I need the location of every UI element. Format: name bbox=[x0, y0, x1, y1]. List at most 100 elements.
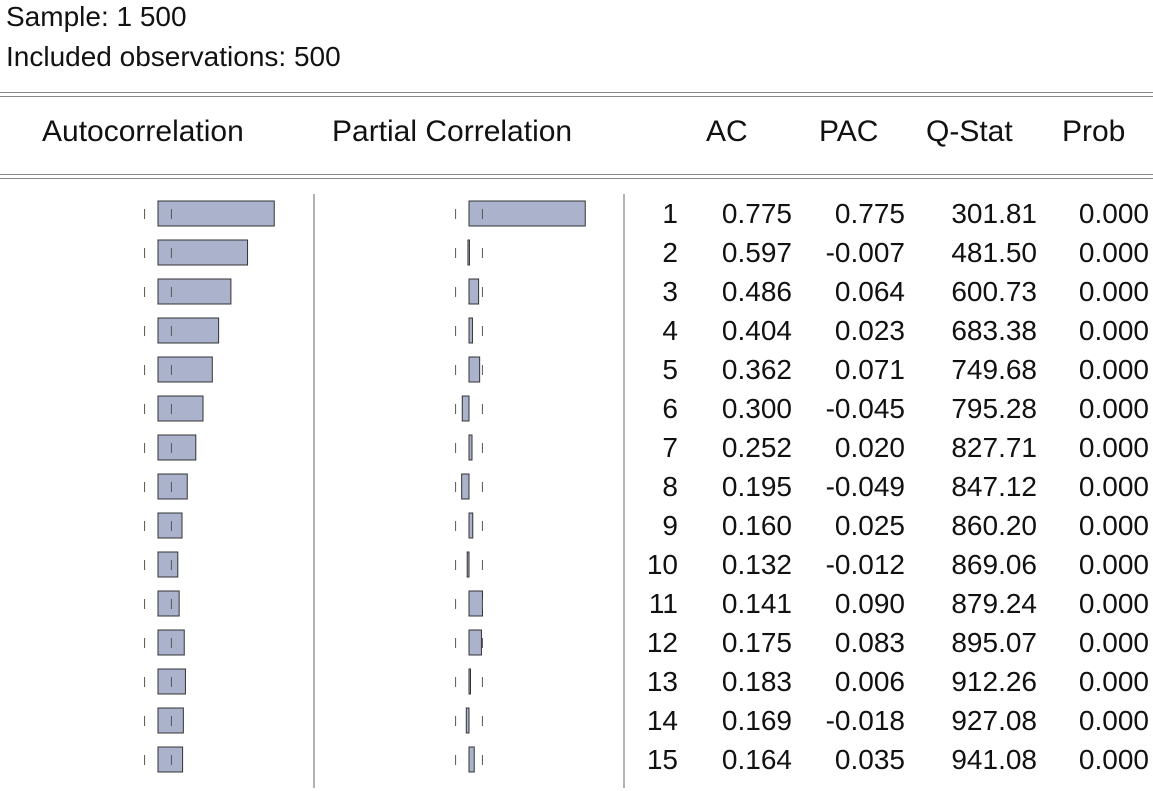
qstat-cell: 879.24 bbox=[951, 588, 1037, 619]
pac-bar-lag-3 bbox=[468, 278, 480, 305]
pac-bar-lag-8 bbox=[461, 473, 470, 500]
ac-cell: 0.486 bbox=[721, 276, 792, 307]
pac-cell: 0.035 bbox=[834, 744, 905, 775]
pac-bar-lag-2 bbox=[467, 239, 470, 266]
ac-cell: 0.175 bbox=[721, 627, 792, 658]
header-bottom-rule bbox=[0, 174, 1153, 179]
ac-bar-lag-6 bbox=[157, 395, 204, 422]
pac-cell: -0.007 bbox=[825, 237, 905, 268]
pac-cell: -0.018 bbox=[825, 705, 905, 736]
pac-cell: 0.023 bbox=[834, 315, 905, 346]
lag-cell: 12 bbox=[646, 627, 678, 658]
pac-cell: -0.012 bbox=[825, 549, 905, 580]
correlogram-bars bbox=[144, 200, 586, 773]
qstat-cell: 941.08 bbox=[951, 744, 1037, 775]
prob-cell: 0.000 bbox=[1078, 549, 1149, 580]
prob-cell: 0.000 bbox=[1078, 471, 1149, 502]
pac-cell: 0.775 bbox=[834, 198, 905, 229]
included-observations: Included observations: 500 bbox=[6, 41, 341, 72]
qstat-cell: 795.28 bbox=[951, 393, 1037, 424]
prob-cell: 0.000 bbox=[1078, 744, 1149, 775]
pac-bar-lag-1 bbox=[468, 200, 586, 227]
ac-bar-lag-4 bbox=[157, 317, 220, 344]
lag-cell: 14 bbox=[646, 705, 678, 736]
ac-bar-lag-11 bbox=[157, 590, 180, 617]
lag-cell: 13 bbox=[646, 666, 678, 697]
pac-bar-lag-6 bbox=[461, 395, 470, 422]
qstat-cell: 895.07 bbox=[951, 627, 1037, 658]
pac-bar-lag-15 bbox=[468, 746, 475, 773]
qstat-cell: 927.08 bbox=[951, 705, 1037, 736]
pac-bar-lag-4 bbox=[468, 317, 473, 344]
ac-bar-lag-8 bbox=[157, 473, 188, 500]
qstat-cell: 481.50 bbox=[951, 237, 1037, 268]
qstat-cell: 869.06 bbox=[951, 549, 1037, 580]
prob-cell: 0.000 bbox=[1078, 588, 1149, 619]
sample-info: Sample: 1 500 bbox=[6, 1, 187, 32]
ac-cell: 0.164 bbox=[721, 744, 792, 775]
qstat-cell: 749.68 bbox=[951, 354, 1037, 385]
ac-cell: 0.195 bbox=[721, 471, 792, 502]
ac-bar-lag-15 bbox=[157, 746, 184, 773]
ac-bar-lag-9 bbox=[157, 512, 183, 539]
ac-cell: 0.183 bbox=[721, 666, 792, 697]
prob-cell: 0.000 bbox=[1078, 705, 1149, 736]
lag-cell: 11 bbox=[648, 588, 678, 619]
pac-cell: 0.090 bbox=[834, 588, 905, 619]
ac-cell: 0.404 bbox=[721, 315, 792, 346]
pac-cell: 0.006 bbox=[834, 666, 905, 697]
prob-cell: 0.000 bbox=[1078, 666, 1149, 697]
qstat-cell: 301.81 bbox=[951, 198, 1037, 229]
pac-cell: -0.045 bbox=[825, 393, 905, 424]
header-top-rule bbox=[0, 92, 1153, 97]
autocorrelation-header: Autocorrelation bbox=[42, 115, 244, 148]
pac-bar-lag-10 bbox=[466, 551, 470, 578]
pac-bar-lag-5 bbox=[468, 356, 481, 383]
ac-cell: 0.300 bbox=[721, 393, 792, 424]
ac-bar-lag-2 bbox=[157, 239, 249, 266]
qstat-cell: 683.38 bbox=[951, 315, 1037, 346]
qstat-cell: 827.71 bbox=[951, 432, 1037, 463]
prob-cell: 0.000 bbox=[1078, 237, 1149, 268]
pac-cell: 0.020 bbox=[834, 432, 905, 463]
lag-cell: 7 bbox=[662, 432, 678, 463]
prob-cell: 0.000 bbox=[1078, 315, 1149, 346]
pac-bar-lag-14 bbox=[465, 707, 470, 734]
prob-cell: 0.000 bbox=[1078, 198, 1149, 229]
prob-cell: 0.000 bbox=[1078, 276, 1149, 307]
ac-bar-lag-5 bbox=[157, 356, 213, 383]
pac-bar-lag-12 bbox=[468, 629, 482, 656]
lag-cell: 3 bbox=[662, 276, 678, 307]
ac-cell: 0.160 bbox=[721, 510, 792, 541]
prob-cell: 0.000 bbox=[1078, 510, 1149, 541]
pac-cell: -0.049 bbox=[825, 471, 905, 502]
pac-cell: 0.025 bbox=[834, 510, 905, 541]
lag-cell: 1 bbox=[662, 198, 678, 229]
pac-cell: 0.071 bbox=[834, 354, 905, 385]
ac-cell: 0.132 bbox=[721, 549, 792, 580]
ac-header: AC bbox=[706, 115, 748, 148]
pac-bar-lag-9 bbox=[468, 512, 474, 539]
partial-correlation-header: Partial Correlation bbox=[332, 115, 573, 148]
pac-header: PAC bbox=[819, 115, 879, 148]
ac-bar-lag-10 bbox=[157, 551, 179, 578]
ac-cell: 0.252 bbox=[721, 432, 792, 463]
prob-cell: 0.000 bbox=[1078, 354, 1149, 385]
qstat-header: Q-Stat bbox=[926, 115, 1013, 148]
ac-bar-lag-3 bbox=[157, 278, 232, 305]
ac-bar-lag-1 bbox=[157, 200, 275, 227]
ac-bar-lag-14 bbox=[157, 707, 184, 734]
qstat-cell: 912.26 bbox=[951, 666, 1037, 697]
qstat-cell: 600.73 bbox=[951, 276, 1037, 307]
pac-cell: 0.064 bbox=[834, 276, 905, 307]
pac-cell: 0.083 bbox=[834, 627, 905, 658]
ac-cell: 0.141 bbox=[721, 588, 792, 619]
lag-cell: 6 bbox=[662, 393, 678, 424]
lag-cell: 9 bbox=[662, 510, 678, 541]
ac-bar-lag-7 bbox=[157, 434, 197, 461]
lag-cell: 2 bbox=[662, 237, 678, 268]
ac-cell: 0.169 bbox=[721, 705, 792, 736]
prob-cell: 0.000 bbox=[1078, 393, 1149, 424]
lag-cell: 15 bbox=[646, 744, 678, 775]
